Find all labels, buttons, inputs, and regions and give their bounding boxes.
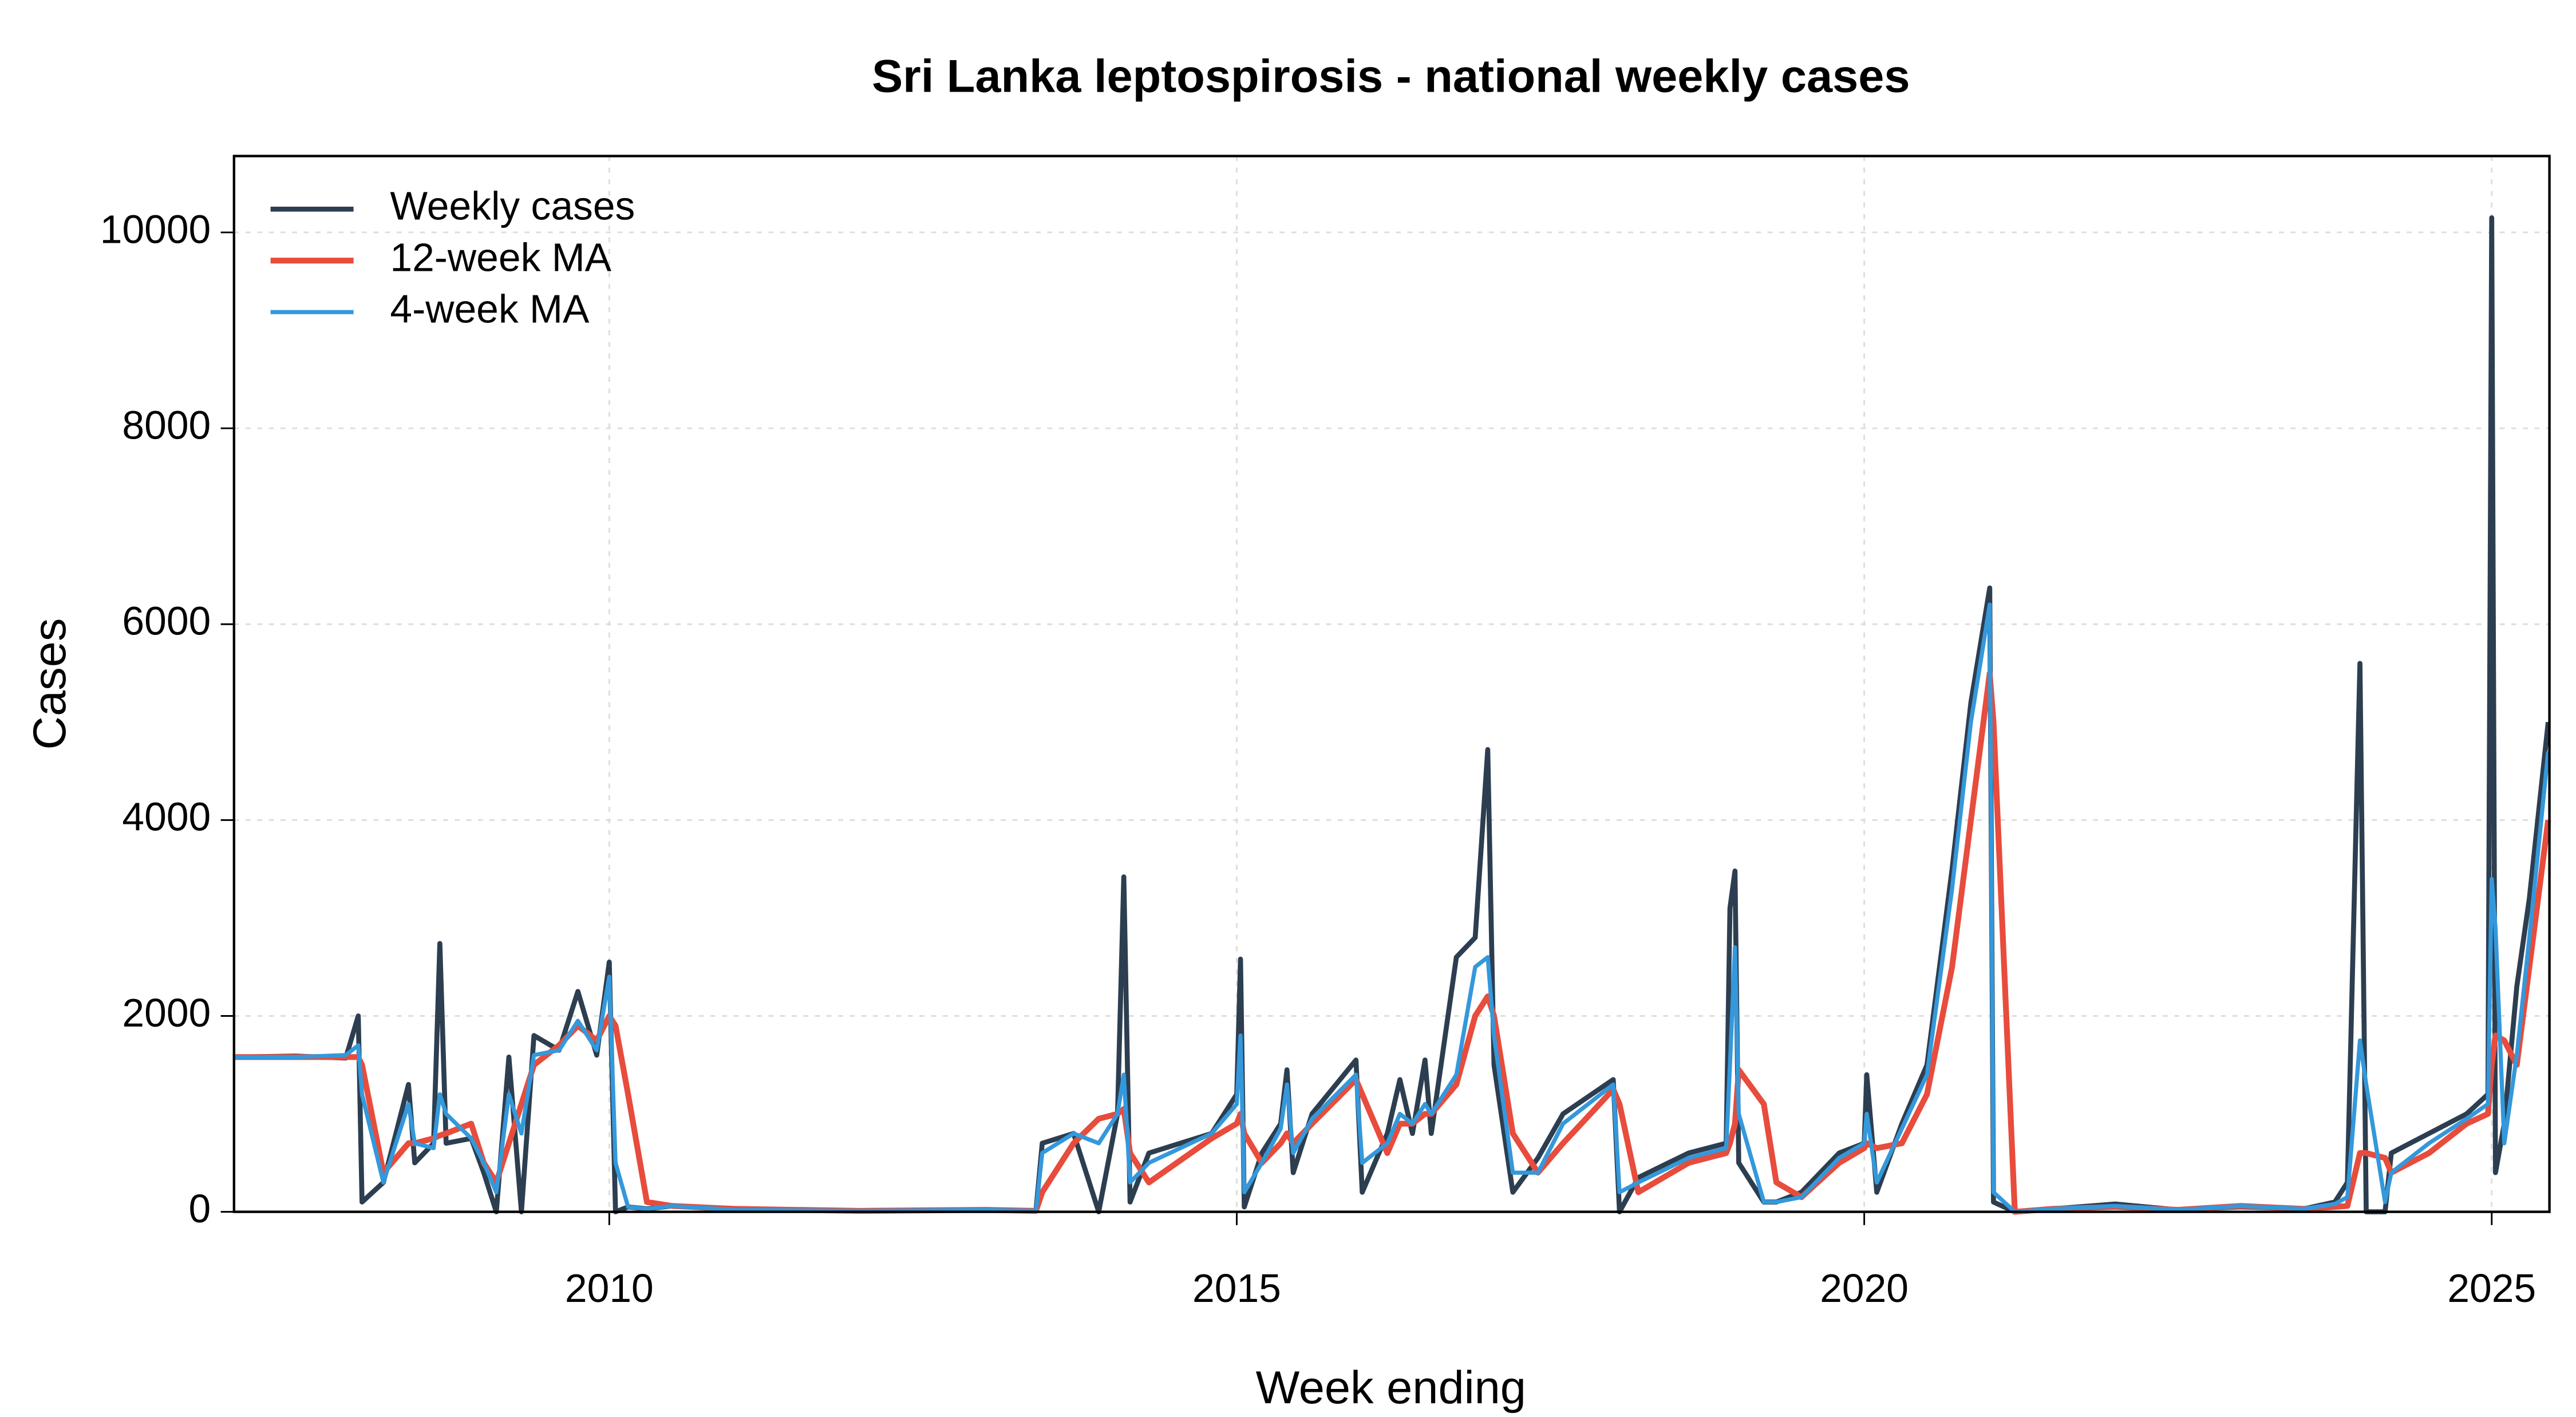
x-tick-label: 2015 xyxy=(1192,1266,1281,1311)
y-tick-label: 6000 xyxy=(122,599,211,644)
x-axis-label: Week ending xyxy=(1256,1362,1526,1414)
y-tick-label: 10000 xyxy=(100,207,211,251)
legend-label: 4-week MA xyxy=(390,286,590,331)
series-line xyxy=(232,215,2551,1214)
plot-frame xyxy=(232,155,2551,1213)
series-line xyxy=(232,602,2551,1214)
x-tick-label: 2010 xyxy=(565,1266,654,1311)
x-tick-label: 2020 xyxy=(1820,1266,1909,1311)
y-axis-label: Cases xyxy=(24,618,76,750)
chart-title: Sri Lanka leptospirosis - national weekl… xyxy=(872,51,1910,102)
legend-label: 12-week MA xyxy=(390,235,611,280)
legend-label: Weekly cases xyxy=(390,184,635,228)
y-tick-label: 4000 xyxy=(122,795,211,839)
y-tick-label: 8000 xyxy=(122,402,211,447)
y-tick-label: 2000 xyxy=(122,990,211,1035)
y-tick-label: 0 xyxy=(189,1186,211,1231)
x-tick-label: 2025 xyxy=(2447,1266,2536,1311)
